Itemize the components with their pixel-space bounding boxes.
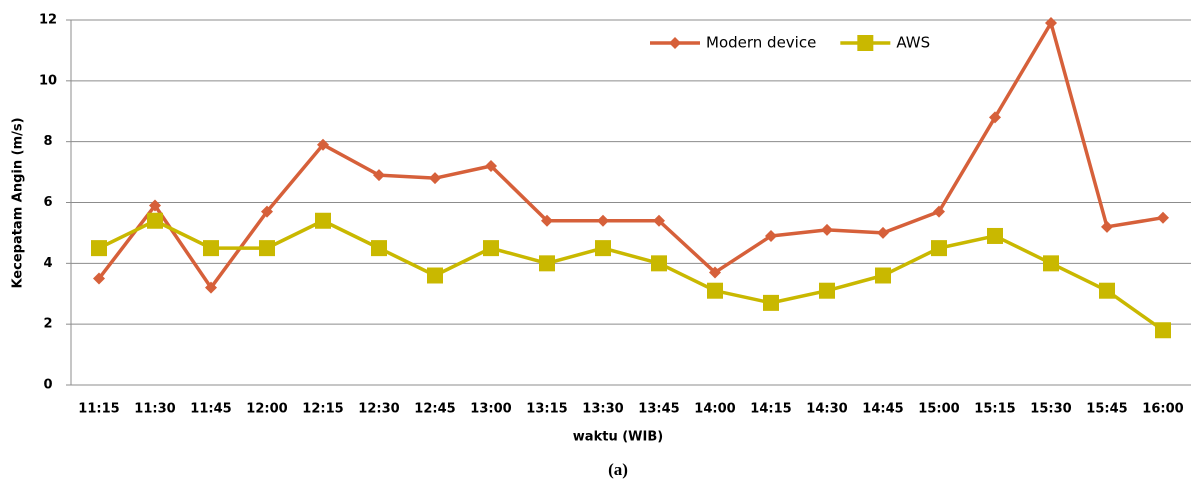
data-point: [259, 240, 275, 257]
x-tick-label: 11:15: [78, 402, 119, 417]
data-point: [763, 294, 779, 311]
y-tick-label: 0: [43, 378, 52, 393]
series-line: [97, 21, 1164, 290]
y-tick-label: 6: [43, 195, 52, 210]
data-point: [261, 205, 273, 218]
data-point: [205, 281, 217, 294]
data-point: [597, 214, 609, 227]
x-axis-title: waktu (WIB): [573, 430, 663, 445]
data-point: [1155, 322, 1171, 339]
data-point: [147, 212, 163, 229]
data-point: [989, 111, 1001, 124]
x-tick-label: 15:15: [974, 402, 1015, 417]
x-tick-label: 16:00: [1142, 402, 1183, 417]
y-axis-title: Kecepatam Angin (m/s): [11, 117, 26, 288]
x-tick-label: 13:00: [470, 402, 511, 417]
x-tick-label: 13:30: [582, 402, 623, 417]
data-point: [203, 240, 219, 257]
x-tick-label: 12:00: [246, 402, 287, 417]
x-tick-label: 13:15: [526, 402, 567, 417]
data-point: [315, 212, 331, 229]
data-point: [987, 227, 1003, 244]
x-tick-label: 15:00: [918, 402, 959, 417]
x-tick-label: 14:15: [750, 402, 791, 417]
data-point: [765, 229, 777, 242]
data-point: [371, 240, 387, 257]
x-tick-label: 12:30: [358, 402, 399, 417]
data-point: [1043, 255, 1059, 272]
x-tick-label: 15:45: [1086, 402, 1127, 417]
data-point: [373, 169, 385, 182]
data-point: [875, 267, 891, 284]
y-tick-label: 2: [43, 317, 52, 332]
caption: (a): [608, 460, 628, 479]
legend-marker: [669, 37, 681, 49]
data-point: [819, 282, 835, 299]
data-point: [933, 205, 945, 218]
data-point: [653, 214, 665, 227]
data-point: [1045, 17, 1057, 30]
x-tick-label: 14:30: [806, 402, 847, 417]
data-point: [931, 240, 947, 257]
y-tick-label: 12: [39, 13, 57, 28]
data-point: [595, 240, 611, 257]
y-tick-label: 10: [39, 73, 57, 88]
series-line: [98, 219, 1165, 332]
x-tick-label: 15:30: [1030, 402, 1071, 417]
data-point: [709, 266, 721, 279]
data-point: [93, 272, 105, 285]
data-point: [1099, 282, 1115, 299]
data-point: [485, 160, 497, 172]
data-point: [1157, 211, 1169, 224]
x-tick-label: 11:30: [134, 402, 175, 417]
data-point: [539, 255, 555, 272]
x-tick-label: 14:00: [694, 402, 735, 417]
data-point: [429, 172, 441, 185]
data-point: [91, 240, 107, 257]
data-point: [821, 223, 833, 236]
x-tick-label: 13:45: [638, 402, 679, 417]
y-tick-label: 4: [43, 256, 52, 271]
legend-marker: [857, 35, 874, 51]
x-tick-label: 12:45: [414, 402, 455, 417]
data-point: [651, 255, 667, 272]
data-point: [427, 267, 443, 284]
data-point: [483, 240, 499, 257]
y-tick-label: 8: [43, 134, 52, 149]
data-point: [317, 138, 329, 151]
legend-label: Modern device: [706, 34, 816, 52]
data-point: [541, 214, 553, 227]
data-point: [149, 199, 161, 212]
legend-label: AWS: [896, 34, 930, 52]
x-tick-label: 12:15: [302, 402, 343, 417]
x-tick-label: 14:45: [862, 402, 903, 417]
data-point: [707, 282, 723, 299]
x-tick-label: 11:45: [190, 402, 231, 417]
data-point: [877, 226, 889, 239]
data-point: [1101, 220, 1113, 233]
